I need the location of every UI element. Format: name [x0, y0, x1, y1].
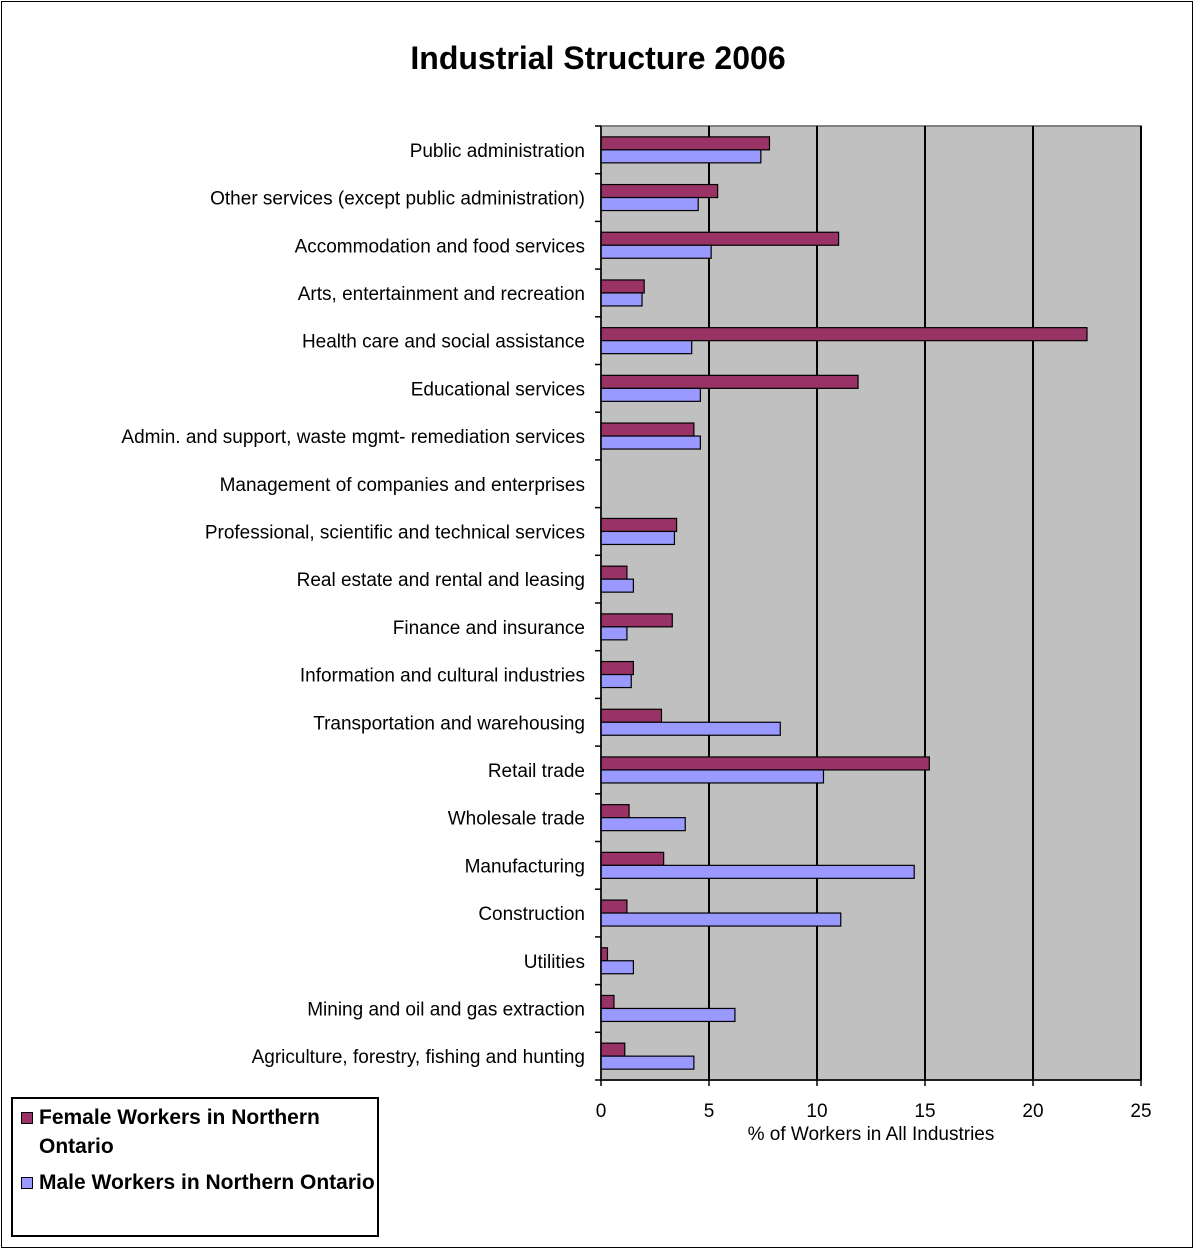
bar-male — [600, 721, 781, 736]
x-tick-label: 15 — [914, 1101, 935, 1122]
category-label: Real estate and rental and leasing — [297, 570, 585, 591]
legend-label-female: Female Workers in Northern Ontario — [39, 1106, 320, 1158]
category-label: Agriculture, forestry, fishing and hunti… — [252, 1047, 585, 1068]
category-label: Transportation and warehousing — [313, 713, 585, 734]
bar-female — [600, 756, 930, 771]
bar-female — [600, 374, 859, 389]
category-label: Construction — [478, 904, 585, 925]
bar-male — [600, 196, 699, 212]
bar-male — [600, 530, 676, 546]
category-label: Professional, scientific and technical s… — [205, 522, 585, 543]
bar-male — [600, 626, 628, 641]
category-label: Mining and oil and gas extraction — [307, 999, 585, 1020]
bar-male — [600, 387, 701, 402]
bar-male — [600, 578, 635, 593]
bar-male — [600, 292, 643, 307]
category-label: Manufacturing — [465, 856, 585, 877]
plot-area — [600, 125, 1142, 1081]
bar-female — [600, 327, 1088, 342]
bar-male — [600, 340, 693, 355]
category-label: Other services (except public administra… — [210, 189, 585, 210]
x-tick-label: 25 — [1130, 1101, 1151, 1122]
bar-male — [600, 149, 762, 164]
chart-title: Industrial Structure 2006 — [410, 40, 786, 76]
x-tick-label: 10 — [806, 1101, 827, 1122]
x-tick-label: 5 — [704, 1101, 715, 1122]
category-label: Admin. and support, waste mgmt- remediat… — [121, 427, 585, 448]
bar-male — [600, 912, 842, 927]
bar-female — [600, 994, 615, 1010]
bar-female — [600, 231, 840, 246]
bar-female — [600, 422, 695, 437]
x-tick-label: 0 — [596, 1101, 607, 1122]
bar-female — [600, 851, 665, 866]
x-axis-title: % of Workers in All Industries — [748, 1124, 995, 1145]
legend-swatch-female — [21, 1112, 33, 1124]
bar-male — [600, 864, 915, 879]
category-label: Wholesale trade — [448, 809, 585, 830]
bar-female — [600, 947, 609, 962]
bar-female — [600, 708, 663, 723]
bar-male — [600, 1055, 695, 1070]
bar-female — [600, 613, 673, 628]
bar-female — [600, 899, 628, 914]
legend-label-male: Male Workers in Northern Ontario — [39, 1171, 375, 1194]
bar-male — [600, 673, 632, 689]
category-label: Arts, entertainment and recreation — [298, 284, 585, 305]
bar-female — [600, 660, 635, 676]
category-label: Retail trade — [488, 761, 585, 782]
category-label: Educational services — [411, 379, 585, 400]
bar-male — [600, 769, 825, 784]
category-label: Health care and social assistance — [302, 332, 585, 353]
bar-male — [600, 435, 701, 450]
legend-swatch-male — [21, 1177, 33, 1189]
bar-female — [600, 183, 719, 199]
bar-male — [600, 1007, 736, 1023]
bar-male — [600, 817, 686, 832]
category-label: Information and cultural industries — [300, 666, 585, 687]
bar-male — [600, 960, 635, 975]
bar-male — [600, 244, 712, 259]
category-label: Finance and insurance — [393, 618, 585, 639]
x-tick-label: 20 — [1022, 1101, 1043, 1122]
category-label: Management of companies and enterprises — [220, 475, 585, 496]
legend: Female Workers in Northern Ontario Male … — [11, 1097, 379, 1237]
bar-female — [600, 804, 630, 819]
category-label: Accommodation and food services — [295, 236, 585, 257]
category-label: Public administration — [410, 141, 585, 162]
bar-female — [600, 279, 645, 294]
bar-female — [600, 1042, 626, 1057]
bar-female — [600, 136, 771, 151]
bar-female — [600, 517, 678, 533]
category-label: Utilities — [524, 952, 585, 973]
bar-female — [600, 565, 628, 580]
